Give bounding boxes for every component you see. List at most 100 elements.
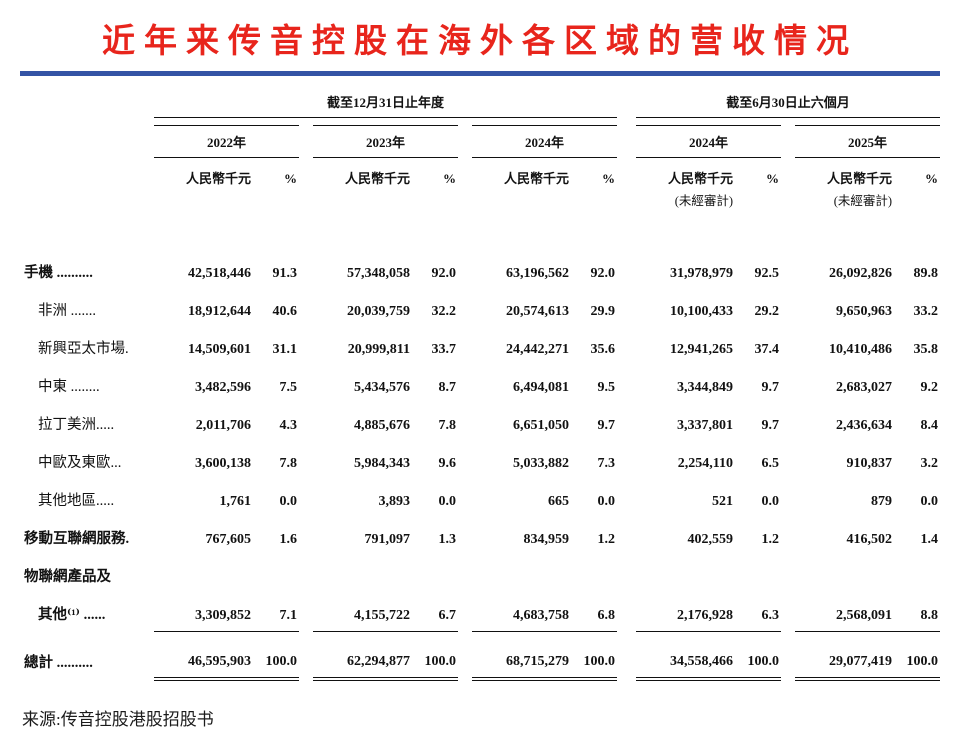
header-spacer-row — [20, 118, 940, 126]
percent-header: % — [925, 171, 939, 186]
percent-cell: 29.9 — [590, 304, 616, 319]
percent-cell: 0.0 — [438, 494, 457, 509]
value-cell: 3,337,801 — [677, 418, 734, 433]
column-gap — [781, 403, 795, 441]
value-cell: 4,683,758 — [472, 593, 572, 632]
column-gap — [458, 441, 472, 479]
column-gap — [458, 403, 472, 441]
column-gap — [299, 479, 313, 517]
percent-cell: 9.7 — [761, 418, 780, 433]
percent-header: % — [766, 171, 780, 186]
value-cell: 2,176,928 — [636, 593, 737, 632]
column-gap — [299, 593, 313, 631]
percent-header: % — [602, 171, 616, 186]
value-cell: 3,482,596 — [195, 380, 251, 395]
value-cell: 665 — [548, 494, 569, 509]
unit-header-row: 人民幣千元 % 人民幣千元 % 人民幣千元 % 人民幣千元 % 人民幣千元 % — [20, 158, 940, 188]
title-rule — [20, 71, 940, 76]
percent-cell: 8.4 — [920, 418, 939, 433]
percent-header: % — [443, 171, 456, 186]
blank-cell — [472, 187, 572, 209]
table-row: 非洲 ....... 18,912,644 40.6 20,039,759 32.2 20… — [20, 289, 940, 327]
percent-cell: 7.8 — [438, 418, 457, 433]
percent-cell: 9.7 — [761, 380, 780, 395]
blank-cell — [154, 187, 254, 209]
column-gap — [617, 365, 636, 403]
group-header-annual: 截至12月31日止年度 — [154, 92, 618, 118]
value-cell: 1,761 — [219, 494, 252, 509]
column-gap — [617, 479, 636, 517]
percent-cell: 4.3 — [279, 418, 298, 433]
column-gap — [617, 555, 636, 593]
table-row: 拉丁美洲..... 2,011,706 4.3 4,885,676 7.8 6,651,0… — [20, 403, 940, 441]
percent-cell: 31.1 — [272, 342, 298, 357]
percent-cell: 7.8 — [279, 456, 298, 471]
column-gap — [299, 555, 313, 593]
row-label: 拉丁美洲..... — [38, 417, 115, 433]
column-gap — [617, 187, 636, 209]
row-label: 總計 .......... — [24, 655, 93, 671]
row-label: 移動互聯網服務. — [24, 531, 130, 547]
blank-cell — [736, 187, 781, 209]
value-cell: 9,650,963 — [836, 304, 893, 319]
value-cell: 402,559 — [687, 532, 734, 547]
column-gap — [617, 593, 636, 631]
percent-cell — [895, 555, 940, 593]
table-row: 其他⁽¹⁾ ...... 3,309,852 7.1 4,155,722 6.7 4,68… — [20, 593, 941, 632]
column-gap — [781, 365, 795, 403]
percent-cell: 6.5 — [761, 456, 780, 471]
percent-cell: 9.2 — [920, 380, 939, 395]
value-cell: 3,309,852 — [154, 593, 254, 632]
column-gap — [299, 158, 313, 188]
column-gap — [299, 187, 313, 209]
value-cell: 6,651,050 — [513, 418, 569, 433]
corner-cell — [20, 126, 154, 158]
column-gap — [458, 126, 472, 158]
percent-cell: 9.6 — [438, 456, 457, 471]
column-gap — [617, 92, 636, 118]
column-gap — [617, 209, 636, 289]
table-row: 新興亞太市場. 14,509,601 31.1 20,999,811 33.7 24,44… — [20, 327, 940, 365]
spacer — [20, 118, 940, 126]
year-header-2023: 2023年 — [313, 125, 458, 158]
value-cell: 2,011,706 — [195, 418, 251, 433]
row-label: 新興亞太市場. — [38, 341, 129, 357]
percent-cell: 91.3 — [272, 266, 298, 281]
row-label: 其他地區..... — [38, 493, 115, 509]
column-gap — [617, 158, 636, 188]
value-cell: 834,959 — [523, 532, 570, 547]
column-gap — [299, 403, 313, 441]
row-label: 手機 .......... — [24, 265, 93, 281]
column-gap — [299, 517, 313, 555]
value-cell: 910,837 — [846, 456, 893, 471]
table-row: 中東 ........ 3,482,596 7.5 5,434,576 8.7 6,494… — [20, 365, 940, 403]
group-header-interim: 截至6月30日止六個月 — [636, 92, 941, 118]
value-cell: 521 — [712, 494, 734, 509]
percent-cell — [254, 555, 299, 593]
percent-cell: 6.3 — [736, 593, 782, 632]
percent-cell: 1.3 — [438, 532, 457, 547]
blank-cell — [413, 187, 458, 209]
percent-cell: 9.7 — [597, 418, 616, 433]
percent-header: % — [284, 171, 297, 186]
percent-cell — [572, 555, 617, 593]
value-cell: 18,912,644 — [188, 304, 251, 319]
percent-cell: 7.1 — [254, 593, 299, 632]
percent-cell: 33.2 — [913, 304, 939, 319]
year-header-row: 2022年 2023年 2024年 2024年 2025年 — [20, 125, 941, 158]
value-cell: 20,999,811 — [347, 342, 410, 357]
value-cell: 57,348,058 — [347, 266, 410, 281]
corner-cell — [20, 187, 154, 209]
value-cell — [472, 555, 572, 593]
column-gap — [458, 209, 472, 289]
percent-cell: 0.0 — [279, 494, 298, 509]
percent-cell: 37.4 — [754, 342, 780, 357]
revenue-table: 截至12月31日止年度 截至6月30日止六個月 2022年 2023年 2024… — [20, 92, 941, 681]
row-label: 物聯網產品及 — [24, 569, 111, 585]
column-gap — [617, 126, 636, 158]
value-cell — [154, 555, 254, 593]
percent-cell: 7.3 — [597, 456, 616, 471]
percent-cell: 6.8 — [572, 593, 618, 632]
value-cell: 63,196,562 — [506, 266, 569, 281]
